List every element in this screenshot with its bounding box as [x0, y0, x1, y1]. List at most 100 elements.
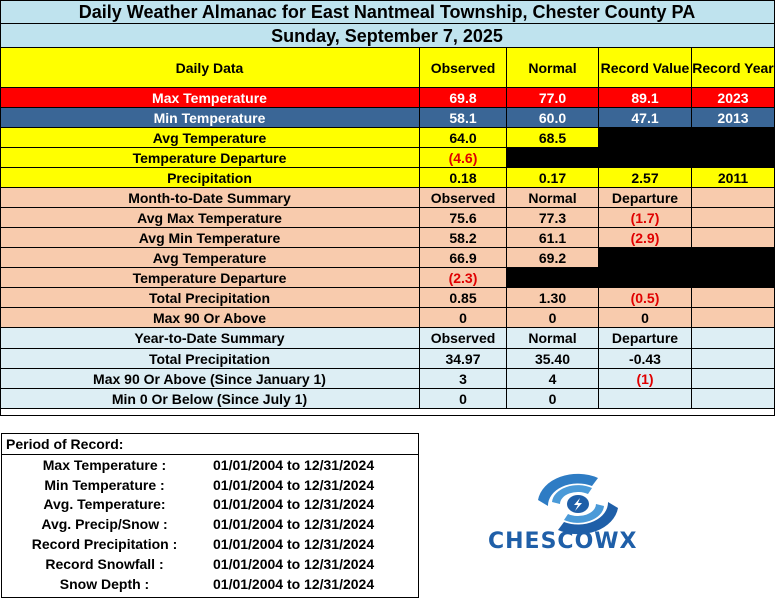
record-year: 2023	[717, 89, 749, 106]
title-row: Daily Weather Almanac for East Nantmeal …	[0, 0, 774, 24]
period-range: 01/01/2004 to 12/31/2024	[213, 536, 375, 553]
page-title: Daily Weather Almanac for East Nantmeal …	[78, 1, 696, 22]
daily-header-observed: Observed	[420, 48, 507, 87]
mtd-header-normal: Normal	[507, 188, 599, 207]
precip-row: Precipitation 0.18 0.17 2.57 2011	[0, 168, 774, 188]
row-label: Max Temperature	[0, 88, 420, 107]
observed-value: 34.97	[420, 349, 507, 368]
almanac-table: Daily Weather Almanac for East Nantmeal …	[0, 0, 774, 409]
normal-value: 77.3	[507, 208, 599, 227]
observed-value: 0	[420, 308, 507, 327]
row-label: Temperature Departure	[0, 268, 420, 287]
record-value: 47.1	[599, 108, 692, 127]
observed-value: 0.18	[420, 168, 507, 187]
normal-value: 61.1	[507, 228, 599, 247]
departure-value: -0.43	[599, 349, 692, 368]
row-label: Avg Max Temperature	[0, 208, 420, 227]
period-row: Avg. Temperature: 01/01/2004 to 12/31/20…	[2, 495, 418, 515]
row-label: Precipitation	[0, 168, 420, 187]
min-temp-row: Min Temperature 58.1 60.0 47.1 2013	[0, 108, 774, 128]
avg-temp-row: Avg Temperature 64.0 68.5	[0, 128, 774, 148]
empty-cell	[692, 369, 774, 388]
empty-cell	[599, 268, 692, 287]
empty-cell	[507, 268, 599, 287]
temp-departure-row: Temperature Departure (4.6)	[0, 148, 774, 168]
observed-value: 3	[420, 369, 507, 388]
empty-cell	[692, 188, 774, 207]
ytd-row: Total Precipitation 34.97 35.40 -0.43	[0, 349, 774, 369]
period-range: 01/01/2004 to 12/31/2024	[213, 575, 375, 592]
mtd-row: Total Precipitation 0.85 1.30 (0.5)	[0, 288, 774, 308]
mtd-header-observed: Observed	[420, 188, 507, 207]
normal-value: 4	[507, 369, 599, 388]
record-value: 89.1	[599, 88, 692, 107]
chescowx-logo-graphic: CHESCOWX	[488, 473, 637, 554]
period-label: Snow Depth :	[59, 575, 150, 592]
mtd-header-departure: Departure	[599, 188, 692, 207]
normal-value: 35.40	[507, 349, 599, 368]
mtd-header-row: Month-to-Date Summary Observed Normal De…	[0, 188, 774, 208]
departure-value: (1.7)	[599, 208, 692, 227]
period-label: Max Temperature :	[42, 456, 167, 473]
period-label: Record Snowfall :	[45, 555, 164, 572]
empty-cell	[692, 328, 774, 348]
period-range: 01/01/2004 to 12/31/2024	[213, 456, 375, 473]
ytd-row: Max 90 Or Above (Since January 1) 3 4 (1…	[0, 369, 774, 389]
empty-cell	[692, 128, 774, 147]
ytd-header-departure: Departure	[599, 328, 692, 348]
period-label: Min Temperature :	[44, 476, 165, 493]
departure-value: (2.9)	[599, 228, 692, 247]
mtd-row: Avg Min Temperature 58.2 61.1 (2.9)	[0, 228, 774, 248]
row-label: Max 90 Or Above	[0, 308, 420, 327]
record-year: 2013	[717, 109, 749, 126]
row-label: Min Temperature	[0, 108, 420, 127]
period-row: Max Temperature : 01/01/2004 to 12/31/20…	[2, 455, 418, 475]
period-row: Record Precipitation : 01/01/2004 to 12/…	[2, 534, 418, 554]
row-label: Avg Min Temperature	[0, 228, 420, 247]
empty-cell	[599, 248, 692, 267]
date-row: Sunday, September 7, 2025	[0, 24, 774, 48]
mtd-header-label: Month-to-Date Summary	[0, 188, 420, 207]
ytd-header-observed: Observed	[420, 328, 507, 348]
departure-value: (0.5)	[599, 288, 692, 307]
observed-value: 58.1	[420, 108, 507, 127]
period-of-record-heading: Period of Record:	[2, 434, 418, 455]
empty-cell	[692, 148, 774, 167]
empty-cell	[692, 349, 774, 368]
empty-cell	[692, 248, 774, 267]
observed-value: 0.85	[420, 288, 507, 307]
daily-header-record-year: Record Year	[692, 59, 774, 76]
observed-value: 75.6	[420, 208, 507, 227]
observed-value: 69.8	[420, 88, 507, 107]
ytd-header-row: Year-to-Date Summary Observed Normal Dep…	[0, 328, 774, 349]
period-range: 01/01/2004 to 12/31/2024	[213, 555, 375, 572]
empty-cell	[599, 148, 692, 167]
mtd-row: Max 90 Or Above 0 0 0	[0, 308, 774, 328]
period-range: 01/01/2004 to 12/31/2024	[213, 476, 375, 493]
normal-value: 60.0	[507, 108, 599, 127]
mtd-row: Avg Temperature 66.9 69.2	[0, 248, 774, 268]
row-label: Avg Temperature	[0, 128, 420, 147]
period-label: Avg. Temperature:	[43, 496, 166, 513]
normal-value: 0.17	[507, 168, 599, 187]
period-range: 01/01/2004 to 12/31/2024	[213, 496, 375, 513]
record-year: 2011	[717, 169, 749, 186]
observed-value: 0	[420, 389, 507, 408]
normal-value: 69.2	[507, 248, 599, 267]
normal-value: 1.30	[507, 288, 599, 307]
period-row: Record Snowfall : 01/01/2004 to 12/31/20…	[2, 554, 418, 574]
mtd-row: Temperature Departure (2.3)	[0, 268, 774, 288]
page-date: Sunday, September 7, 2025	[271, 25, 503, 46]
period-of-record-box: Period of Record: Max Temperature : 01/0…	[1, 433, 419, 598]
empty-cell	[599, 389, 692, 408]
ytd-header-normal: Normal	[507, 328, 599, 348]
period-row: Min Temperature : 01/01/2004 to 12/31/20…	[2, 475, 418, 495]
ytd-header-label: Year-to-Date Summary	[0, 328, 420, 348]
daily-header-record-value: Record Value	[599, 48, 692, 87]
empty-cell	[692, 228, 774, 247]
daily-header-row: Daily Data Observed Normal Record Value …	[0, 48, 774, 88]
empty-cell	[692, 288, 774, 307]
empty-cell	[692, 389, 774, 408]
normal-value: 0	[507, 389, 599, 408]
empty-cell	[507, 148, 599, 167]
